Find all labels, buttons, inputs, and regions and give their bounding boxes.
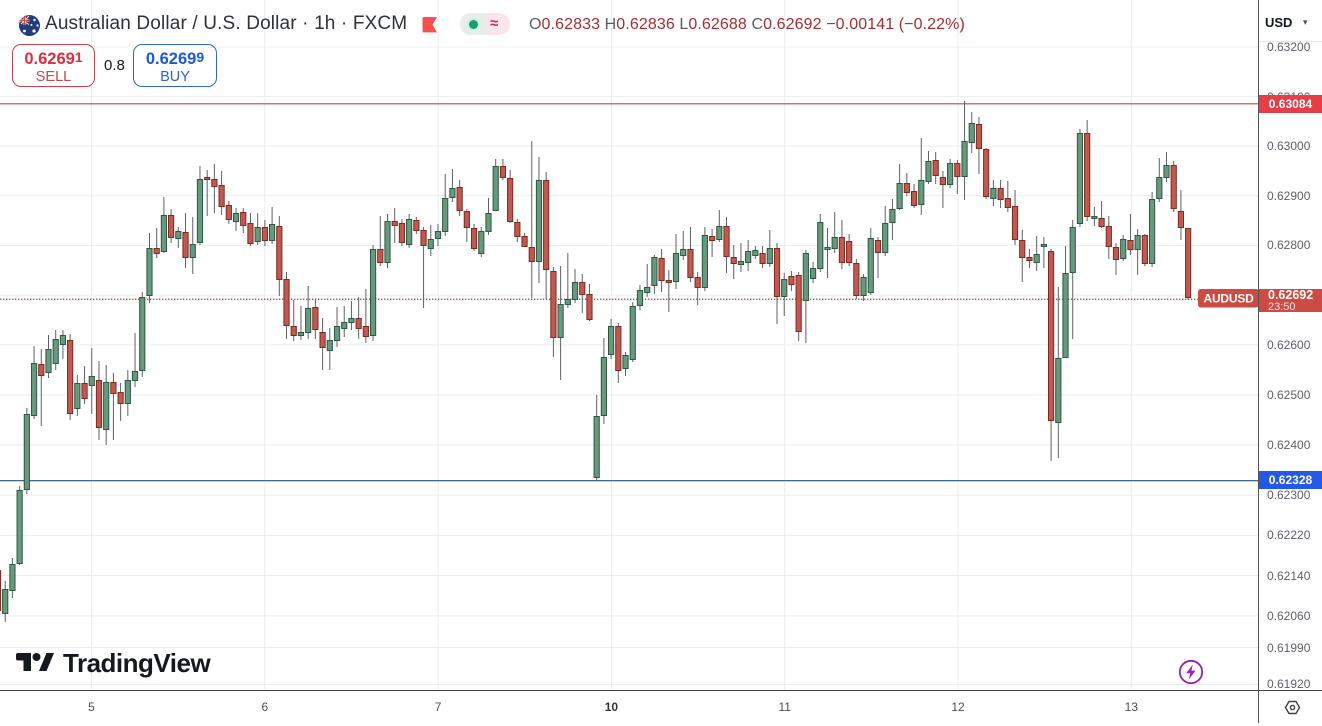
svg-text:AUDUSD: AUDUSD bbox=[1204, 292, 1255, 306]
